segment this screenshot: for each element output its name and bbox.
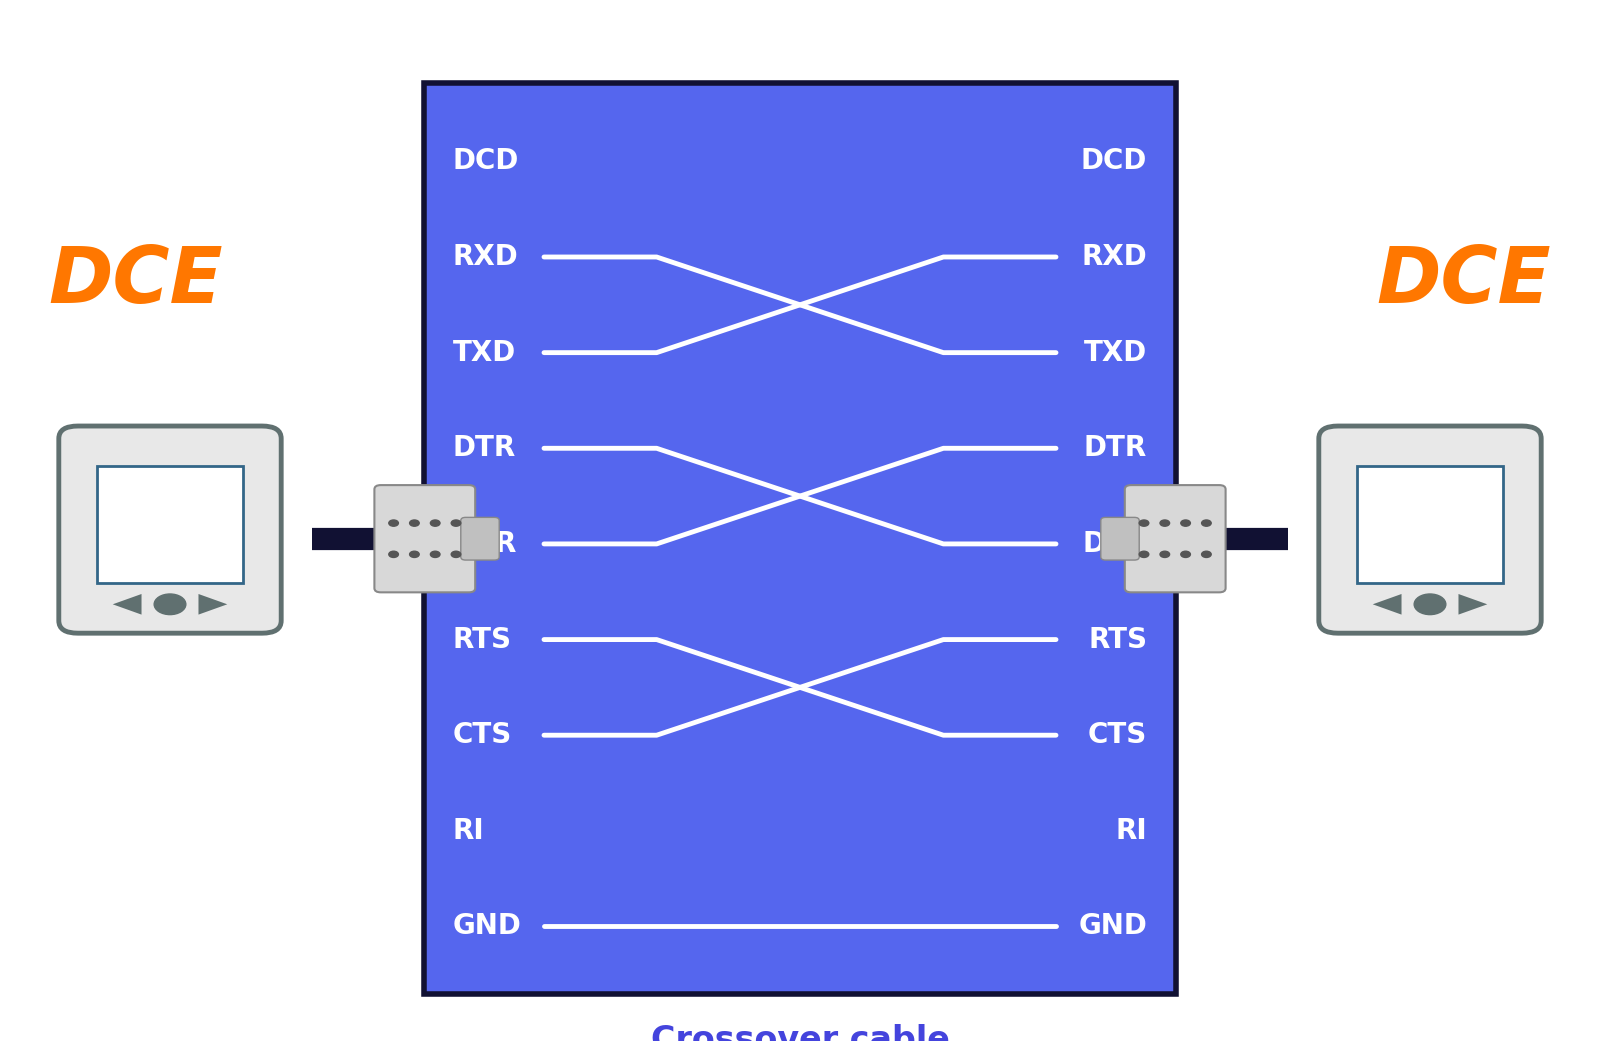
Text: RI: RI bbox=[453, 817, 485, 845]
Text: CTS: CTS bbox=[453, 721, 512, 750]
Text: TXD: TXD bbox=[453, 338, 517, 366]
Polygon shape bbox=[198, 594, 227, 614]
Text: DCE: DCE bbox=[1376, 243, 1552, 320]
Circle shape bbox=[1414, 594, 1446, 614]
Circle shape bbox=[1181, 520, 1190, 527]
Text: RTS: RTS bbox=[1088, 626, 1147, 654]
Text: RTS: RTS bbox=[453, 626, 512, 654]
FancyBboxPatch shape bbox=[98, 465, 243, 583]
Text: RXD: RXD bbox=[453, 243, 518, 271]
Polygon shape bbox=[112, 594, 141, 614]
Circle shape bbox=[451, 552, 461, 558]
Text: DSR: DSR bbox=[1083, 530, 1147, 558]
Text: GND: GND bbox=[453, 913, 522, 940]
FancyBboxPatch shape bbox=[59, 426, 282, 633]
Circle shape bbox=[430, 520, 440, 527]
FancyBboxPatch shape bbox=[424, 83, 1176, 994]
Circle shape bbox=[410, 520, 419, 527]
Text: GND: GND bbox=[1078, 913, 1147, 940]
Circle shape bbox=[451, 520, 461, 527]
Circle shape bbox=[1160, 520, 1170, 527]
Text: DCD: DCD bbox=[1082, 148, 1147, 175]
Circle shape bbox=[389, 520, 398, 527]
Text: DTR: DTR bbox=[453, 434, 517, 462]
Circle shape bbox=[389, 552, 398, 558]
Circle shape bbox=[1139, 520, 1149, 527]
FancyBboxPatch shape bbox=[374, 485, 475, 592]
Text: TXD: TXD bbox=[1083, 338, 1147, 366]
Text: DCE: DCE bbox=[48, 243, 224, 320]
Circle shape bbox=[1160, 552, 1170, 558]
Circle shape bbox=[1181, 552, 1190, 558]
Circle shape bbox=[1139, 552, 1149, 558]
Text: Crossover cable: Crossover cable bbox=[651, 1024, 949, 1041]
Circle shape bbox=[1202, 520, 1211, 527]
FancyBboxPatch shape bbox=[1357, 465, 1502, 583]
Circle shape bbox=[1202, 552, 1211, 558]
FancyBboxPatch shape bbox=[461, 517, 499, 560]
FancyBboxPatch shape bbox=[1101, 517, 1139, 560]
Text: DSR: DSR bbox=[453, 530, 517, 558]
Polygon shape bbox=[1459, 594, 1488, 614]
Text: DCD: DCD bbox=[453, 148, 518, 175]
Text: DTR: DTR bbox=[1083, 434, 1147, 462]
Circle shape bbox=[154, 594, 186, 614]
Circle shape bbox=[410, 552, 419, 558]
Text: CTS: CTS bbox=[1088, 721, 1147, 750]
Circle shape bbox=[430, 552, 440, 558]
Text: RXD: RXD bbox=[1082, 243, 1147, 271]
FancyBboxPatch shape bbox=[1318, 426, 1541, 633]
Text: RI: RI bbox=[1115, 817, 1147, 845]
Polygon shape bbox=[1373, 594, 1402, 614]
FancyBboxPatch shape bbox=[1125, 485, 1226, 592]
